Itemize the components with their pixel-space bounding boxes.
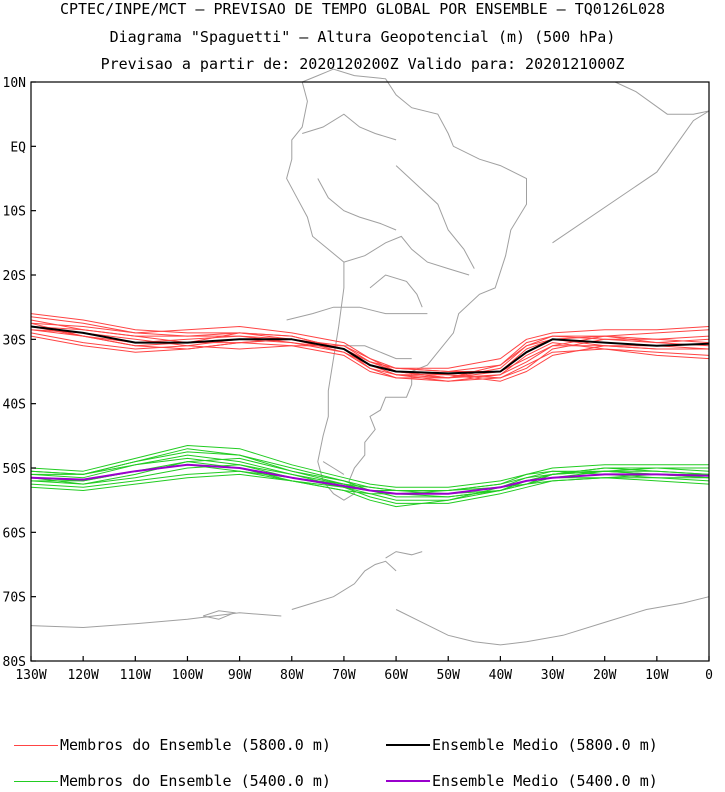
x-tick-label: 60W bbox=[384, 668, 408, 683]
legend-label-mean-5400: Ensemble Medio (5400.0 m) bbox=[432, 772, 658, 790]
ensemble-member-line-5800 bbox=[30, 329, 709, 379]
x-tick-label: 100W bbox=[172, 668, 203, 683]
x-tick-label: 50W bbox=[436, 668, 460, 683]
legend-swatch-purple bbox=[386, 780, 430, 782]
ensemble-member-line-5400 bbox=[30, 457, 709, 495]
ensemble-member-line-5800 bbox=[30, 322, 710, 379]
y-tick-label: 60S bbox=[3, 526, 26, 541]
x-tick-label: 80W bbox=[280, 668, 304, 683]
y-tick-label: 10S bbox=[3, 205, 26, 220]
y-tick-label: 40S bbox=[3, 398, 26, 413]
map-outline bbox=[30, 612, 282, 629]
y-tick-label: 20S bbox=[3, 269, 26, 284]
x-tick-label: 130W bbox=[15, 668, 46, 683]
legend-swatch-green bbox=[14, 780, 58, 782]
ensemble-member-line-5800 bbox=[30, 329, 709, 379]
map-outline bbox=[395, 596, 710, 646]
map-outline bbox=[343, 345, 412, 360]
plot-frame bbox=[30, 81, 710, 662]
chart-title-line-2: Diagrama "Spaguetti" — Altura Geopotenci… bbox=[109, 28, 616, 46]
legend-swatch-red bbox=[14, 744, 58, 746]
map-outline bbox=[291, 560, 397, 610]
map-outline bbox=[614, 81, 710, 115]
chart-title-line-1: CPTEC/INPE/MCT — PREVISAO DE TEMPO GLOBA… bbox=[59, 0, 666, 18]
legend-label-members-5800: Membros do Ensemble (5800.0 m) bbox=[60, 736, 331, 754]
map-outline bbox=[343, 235, 470, 276]
y-tick-label: EQ bbox=[10, 140, 26, 155]
x-tick-label: 0 bbox=[705, 668, 713, 683]
legend-label-members-5400: Membros do Ensemble (5400.0 m) bbox=[60, 772, 331, 790]
ensemble-member-line-5400 bbox=[30, 445, 709, 488]
ensemble-mean-line-5800 bbox=[30, 325, 710, 375]
legend-item-members-5400: Membros do Ensemble (5400.0 m) bbox=[14, 772, 331, 790]
y-tick-label: 80S bbox=[3, 655, 26, 670]
x-tick-label: 90W bbox=[228, 668, 252, 683]
x-tick-label: 120W bbox=[67, 668, 98, 683]
legend-swatch-black bbox=[386, 744, 430, 746]
legend-item-mean-5800: Ensemble Medio (5800.0 m) bbox=[386, 736, 658, 754]
y-tick-label: 10N bbox=[3, 76, 26, 91]
ensemble-member-line-5800 bbox=[30, 335, 710, 382]
y-tick-label: 30S bbox=[3, 333, 26, 348]
map-outline bbox=[322, 461, 345, 475]
x-tick-label: 10W bbox=[645, 668, 669, 683]
x-tick-label: 30W bbox=[541, 668, 565, 683]
map-outline bbox=[302, 113, 397, 141]
ensemble-member-line-5800 bbox=[30, 316, 710, 372]
ensemble-mean-line-5400 bbox=[30, 463, 710, 495]
legend-item-members-5800: Membros do Ensemble (5800.0 m) bbox=[14, 736, 331, 754]
map-outline bbox=[202, 610, 237, 620]
ensemble-member-line-5400 bbox=[30, 457, 710, 495]
y-tick-label: 70S bbox=[3, 591, 26, 606]
x-tick-label: 20W bbox=[593, 668, 617, 683]
ensemble-member-line-5400 bbox=[30, 470, 710, 508]
map-outline bbox=[552, 110, 710, 244]
series-layer bbox=[30, 313, 710, 508]
x-tick-label: 110W bbox=[120, 668, 151, 683]
legend-label-mean-5800: Ensemble Medio (5800.0 m) bbox=[432, 736, 658, 754]
map-outline bbox=[395, 165, 475, 269]
x-tick-label: 40W bbox=[489, 668, 513, 683]
map-outline bbox=[369, 274, 423, 308]
chart-title-line-3: Previsao a partir de: 2020120200Z Valido… bbox=[100, 55, 625, 73]
south-america-map bbox=[30, 68, 710, 646]
legend-item-mean-5400: Ensemble Medio (5400.0 m) bbox=[386, 772, 658, 790]
map-outline bbox=[385, 551, 423, 559]
ensemble-member-line-5800 bbox=[30, 326, 710, 382]
map-outline bbox=[286, 306, 428, 321]
map-outline bbox=[286, 68, 527, 501]
ensemble-member-line-5800 bbox=[30, 332, 710, 382]
y-tick-label: 50S bbox=[3, 462, 26, 477]
x-tick-label: 70W bbox=[332, 668, 356, 683]
ensemble-member-line-5400 bbox=[30, 464, 710, 501]
map-outline bbox=[317, 178, 397, 231]
